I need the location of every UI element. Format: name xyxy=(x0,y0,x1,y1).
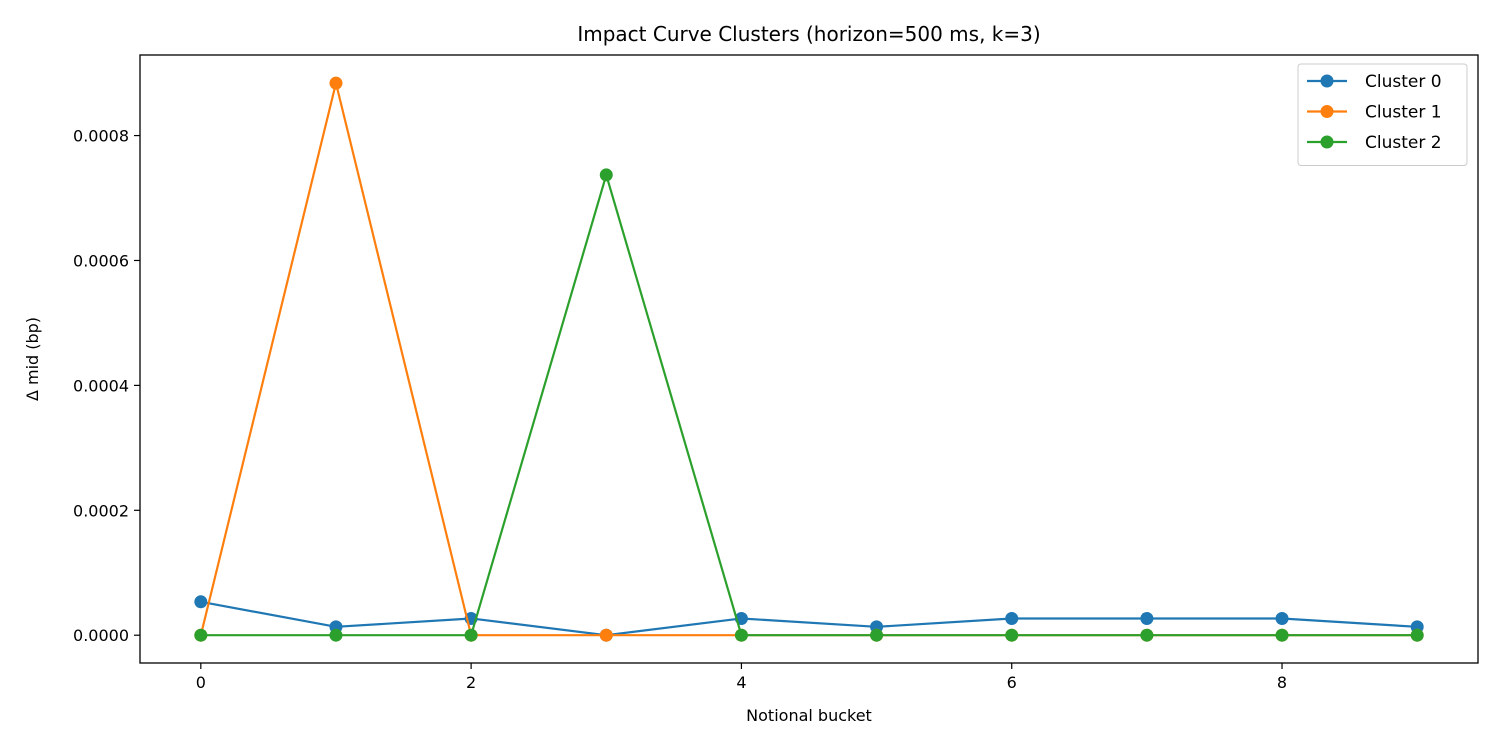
x-tick-label: 8 xyxy=(1277,673,1287,692)
cluster-2-point xyxy=(1140,628,1154,642)
cluster-2-point xyxy=(194,628,208,642)
cluster-2-point xyxy=(599,168,613,182)
x-tick-label: 2 xyxy=(466,673,476,692)
chart-title: Impact Curve Clusters (horizon=500 ms, k… xyxy=(577,22,1040,46)
cluster-2-point xyxy=(1410,628,1424,642)
cluster-0-point xyxy=(194,595,208,609)
cluster-1-point xyxy=(599,628,613,642)
cluster-0-legend-label: Cluster 0 xyxy=(1365,72,1442,92)
legend-box xyxy=(1297,63,1468,166)
x-tick-label: 6 xyxy=(1007,673,1017,692)
y-tick-label: 0.0006 xyxy=(73,251,129,270)
y-tick-label: 0.0000 xyxy=(73,626,129,645)
y-tick-label: 0.0004 xyxy=(73,376,129,395)
y-tick-label: 0.0002 xyxy=(73,501,129,520)
cluster-2-point xyxy=(1275,628,1289,642)
axis-ticks: 0 2 4 6 8 0.0000 0.0002 0.0004 0.0006 0.0008 xyxy=(73,127,1287,692)
legend: Cluster 0 Cluster 1 Cluster 2 xyxy=(1297,63,1468,166)
cluster-1-legend-marker xyxy=(1320,105,1334,118)
cluster-2-point xyxy=(464,628,478,642)
cluster-2-point xyxy=(734,628,748,642)
y-tick-label: 0.0008 xyxy=(73,127,129,146)
cluster-2-legend-label: Cluster 2 xyxy=(1365,133,1442,153)
cluster-1-point xyxy=(329,76,343,90)
cluster-0-line xyxy=(200,600,1418,637)
cluster-2-point xyxy=(329,628,343,642)
plot-area xyxy=(194,76,1424,642)
cluster-2-point xyxy=(870,628,884,642)
x-tick-label: 0 xyxy=(196,673,206,692)
x-axis-label: Notional bucket xyxy=(746,706,872,725)
cluster-2-point xyxy=(1005,628,1019,642)
plot-frame xyxy=(139,54,1479,664)
y-axis-label: Δ mid (bp) xyxy=(23,317,42,401)
cluster-0-point xyxy=(1005,611,1019,625)
cluster-2-line xyxy=(200,173,1418,637)
cluster-1-legend-label: Cluster 1 xyxy=(1365,103,1442,123)
cluster-0-point xyxy=(1140,611,1154,625)
cluster-0-point xyxy=(1275,611,1289,625)
x-tick-label: 4 xyxy=(736,673,746,692)
cluster-2-legend-marker xyxy=(1320,135,1334,149)
cluster-0-legend-marker xyxy=(1320,74,1334,88)
